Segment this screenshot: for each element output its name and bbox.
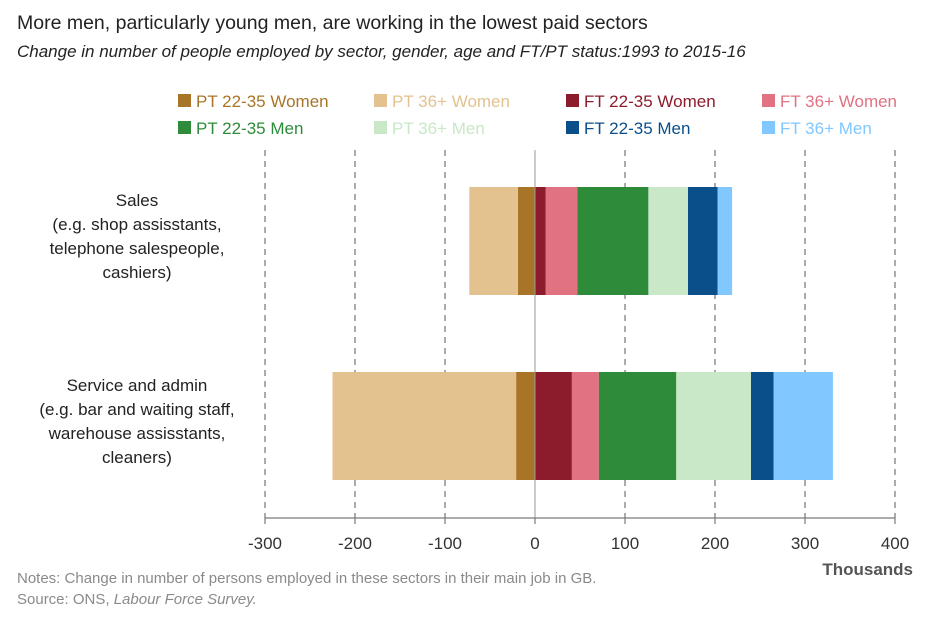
chart-source: Source: ONS, Labour Force Survey. [17, 591, 257, 608]
legend-label: FT 22-35 Women [584, 92, 716, 111]
source-prefix: Source: ONS, [17, 591, 114, 608]
legend-item: PT 22-35 Men [178, 119, 303, 138]
legend-item: FT 36+ Men [762, 119, 872, 138]
bar-segment [648, 187, 688, 295]
legend-swatch [566, 94, 579, 107]
bar-segment [717, 187, 733, 295]
bar-segment [535, 187, 546, 295]
bar-segment [545, 187, 578, 295]
x-tick-label: 0 [530, 534, 539, 553]
legend-swatch [762, 94, 775, 107]
chart-notes: Notes: Change in number of persons emplo… [17, 570, 597, 587]
legend-item: PT 22-35 Women [178, 92, 329, 111]
x-tick-label: -100 [428, 534, 462, 553]
legend-swatch [178, 94, 191, 107]
category-label: Sales (e.g. shop assisstants, telephone sa… [50, 191, 225, 282]
legend-label: PT 36+ Women [392, 92, 510, 111]
x-tick-label: -300 [248, 534, 282, 553]
category-label-line: Service and admin [67, 376, 208, 395]
category-label-line: cleaners) [102, 448, 172, 467]
x-tick-label: 100 [611, 534, 639, 553]
legend-item: PT 36+ Women [374, 92, 510, 111]
category-label-line: (e.g. shop assisstants, [52, 215, 221, 234]
bar-segment [598, 372, 677, 480]
chart-subtitle: Change in number of people employed by s… [17, 42, 746, 61]
category-label: Service and admin (e.g. bar and waiting s… [39, 376, 234, 467]
legend-label: FT 22-35 Men [584, 119, 690, 138]
legend-label: FT 36+ Women [780, 92, 897, 111]
category-label-line: cashiers) [103, 263, 172, 282]
legend-swatch [566, 121, 579, 134]
x-tick-label: 300 [791, 534, 819, 553]
chart-title: More men, particularly young men, are wo… [17, 12, 648, 34]
legend-item: FT 22-35 Men [566, 119, 690, 138]
bar-segment [751, 372, 774, 480]
x-tick-label: 200 [701, 534, 729, 553]
category-label-line: warehouse assisstants, [48, 424, 226, 443]
legend-swatch [374, 121, 387, 134]
bar-segment [469, 187, 518, 295]
bars [332, 150, 833, 518]
bar-segment [773, 372, 833, 480]
bar-segment [676, 372, 751, 480]
legend: PT 22-35 Women PT 36+ Women FT 22-35 Women… [178, 92, 897, 138]
x-tick-label: 400 [881, 534, 909, 553]
x-tick-label: -200 [338, 534, 372, 553]
bar-segment [688, 187, 718, 295]
category-label-line: (e.g. bar and waiting staff, [39, 400, 234, 419]
category-label-line: Sales [116, 191, 159, 210]
legend-swatch [374, 94, 387, 107]
bar-segment [571, 372, 599, 480]
legend-label: FT 36+ Men [780, 119, 872, 138]
bar-segment [516, 372, 535, 480]
category-label-line: telephone salespeople, [50, 239, 225, 258]
category-labels: Sales (e.g. shop assisstants, telephone sa… [39, 191, 234, 467]
source-title: Labour Force Survey. [113, 591, 257, 608]
legend-label: PT 22-35 Women [196, 92, 329, 111]
bar-segment [535, 372, 572, 480]
bar-segment [332, 372, 517, 480]
bar-segment [517, 187, 535, 295]
legend-label: PT 22-35 Men [196, 119, 303, 138]
legend-swatch [178, 121, 191, 134]
legend-item: FT 36+ Women [762, 92, 897, 111]
legend-item: PT 36+ Men [374, 119, 485, 138]
legend-label: PT 36+ Men [392, 119, 485, 138]
bar-segment [577, 187, 649, 295]
legend-item: FT 22-35 Women [566, 92, 716, 111]
x-axis-label: Thousands [822, 560, 913, 579]
legend-swatch [762, 121, 775, 134]
x-axis: -300 -200 -100 0 100 200 300 400 Thousands [248, 517, 913, 579]
